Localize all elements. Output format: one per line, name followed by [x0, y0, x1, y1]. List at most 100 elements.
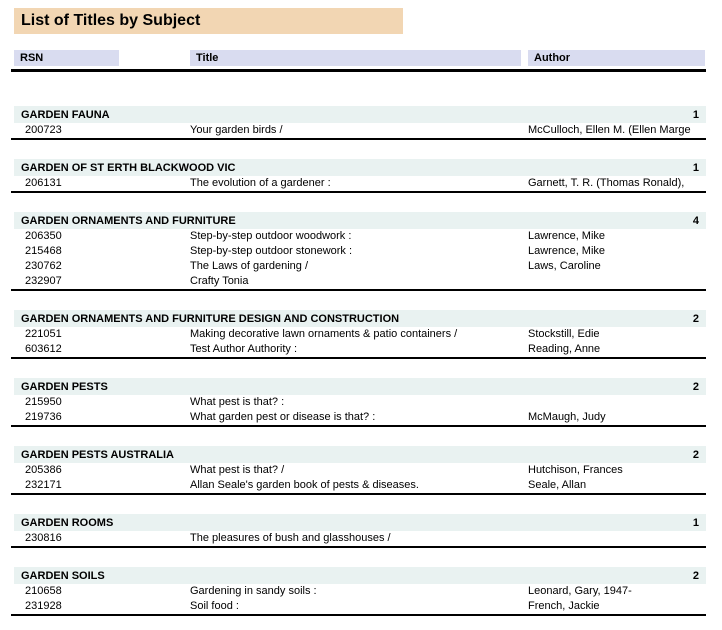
- group-divider: [11, 614, 706, 616]
- cell-author: Leonard, Gary, 1947-: [528, 585, 632, 597]
- cell-rsn: 210658: [25, 585, 62, 597]
- subject-header-band: GARDEN SOILS 2: [14, 567, 706, 584]
- group-divider: [11, 191, 706, 193]
- cell-title: Test Author Authority :: [190, 343, 298, 355]
- cell-title: Allan Seale's garden book of pests & dis…: [190, 479, 419, 491]
- cell-author: Lawrence, Mike: [528, 245, 606, 257]
- table-row: 232171 Allan Seale's garden book of pests…: [0, 478, 722, 493]
- cell-rsn: 200723: [25, 124, 62, 136]
- cell-title: The evolution of a gardener :: [190, 177, 331, 189]
- cell-author: French, Jackie: [528, 600, 600, 612]
- cell-author: Garnett, T. R. (Thomas Ronald),: [528, 177, 685, 189]
- table-row: 230816 The pleasures of bush and glasshou…: [0, 531, 722, 546]
- subject-count: 2: [692, 380, 699, 393]
- table-row: 221051 Making decorative lawn ornaments &…: [0, 327, 722, 342]
- subject-name: GARDEN FAUNA: [21, 108, 110, 121]
- cell-rsn: 205386: [25, 464, 62, 476]
- subject-name: GARDEN SOILS: [21, 569, 105, 582]
- cell-title: The pleasures of bush and glasshouses /: [190, 532, 391, 544]
- subject-count: 1: [692, 161, 699, 174]
- cell-rsn: 230816: [25, 532, 62, 544]
- table-row: 200723 Your garden birds / McCulloch, Elle…: [0, 123, 722, 138]
- cell-title: Your garden birds /: [190, 124, 283, 136]
- cell-author: Stockstill, Edie: [528, 328, 600, 340]
- subject-header-band: GARDEN FAUNA 1: [14, 106, 706, 123]
- subject-count: 2: [692, 312, 699, 325]
- subject-count: 1: [692, 108, 699, 121]
- table-row: 230762 The Laws of gardening / Laws, Carol…: [0, 259, 722, 274]
- cell-title: Step-by-step outdoor stonework :: [190, 245, 353, 257]
- subject-header-band: GARDEN PESTS AUSTRALIA 2: [14, 446, 706, 463]
- subject-group: GARDEN PESTS AUSTRALIA 2 205386 What pest i…: [0, 446, 722, 495]
- table-row: 210658 Gardening in sandy soils : Leonard,…: [0, 584, 722, 599]
- cell-author: Seale, Allan: [528, 479, 587, 491]
- cell-author: Reading, Anne: [528, 343, 601, 355]
- subject-group: GARDEN PESTS 2 215950 What pest is that? :2…: [0, 378, 722, 427]
- cell-title: What garden pest or disease is that? :: [190, 411, 376, 423]
- table-row: 215468 Step-by-step outdoor stonework : La…: [0, 244, 722, 259]
- subject-group: GARDEN ORNAMENTS AND FURNITURE 4 206350 Ste…: [0, 212, 722, 291]
- cell-title: What pest is that? /: [190, 464, 285, 476]
- report-title: List of Titles by Subject: [14, 8, 403, 34]
- subject-header-band: GARDEN PESTS 2: [14, 378, 706, 395]
- subject-group: GARDEN ROOMS 1 230816 The pleasures of bush…: [0, 514, 722, 548]
- table-row: 232907 Crafty Tonia: [0, 274, 722, 289]
- cell-author: Lawrence, Mike: [528, 230, 606, 242]
- subject-count: 1: [692, 516, 699, 529]
- cell-rsn: 215468: [25, 245, 62, 257]
- subject-group: GARDEN ORNAMENTS AND FURNITURE DESIGN AN…: [0, 310, 722, 359]
- subject-group: GARDEN SOILS 2 210658 Gardening in sandy so…: [0, 567, 722, 616]
- subject-name: GARDEN ORNAMENTS AND FURNITURE DESIGN AN…: [21, 312, 400, 325]
- subject-name: GARDEN PESTS: [21, 380, 108, 393]
- subject-name: GARDEN ROOMS: [21, 516, 114, 529]
- subject-groups: GARDEN FAUNA 1 200723 Your garden birds / Mc…: [0, 106, 722, 630]
- column-header-rsn: RSN: [14, 50, 119, 66]
- cell-rsn: 221051: [25, 328, 62, 340]
- column-header-author: Author: [528, 50, 705, 66]
- cell-rsn: 232907: [25, 275, 62, 287]
- group-divider: [11, 138, 706, 140]
- cell-title: Gardening in sandy soils :: [190, 585, 317, 597]
- subject-header-band: GARDEN ROOMS 1: [14, 514, 706, 531]
- subject-header-band: GARDEN ORNAMENTS AND FURNITURE 4: [14, 212, 706, 229]
- subject-group: GARDEN FAUNA 1 200723 Your garden birds / Mc…: [0, 106, 722, 140]
- cell-author: Laws, Caroline: [528, 260, 601, 272]
- cell-rsn: 603612: [25, 343, 62, 355]
- cell-title: Step-by-step outdoor woodwork :: [190, 230, 352, 242]
- subject-count: 2: [692, 569, 699, 582]
- table-row: 205386 What pest is that? / Hutchison, Fra…: [0, 463, 722, 478]
- cell-rsn: 206350: [25, 230, 62, 242]
- cell-rsn: 215950: [25, 396, 62, 408]
- cell-author: McCulloch, Ellen M. (Ellen Marge: [528, 124, 691, 136]
- subject-name: GARDEN PESTS AUSTRALIA: [21, 448, 174, 461]
- cell-author: McMaugh, Judy: [528, 411, 606, 423]
- cell-rsn: 230762: [25, 260, 62, 272]
- subject-header-band: GARDEN ORNAMENTS AND FURNITURE DESIGN AN…: [14, 310, 706, 327]
- table-row: 206131 The evolution of a gardener : Garne…: [0, 176, 722, 191]
- table-row: 215950 What pest is that? :: [0, 395, 722, 410]
- subject-name: GARDEN ORNAMENTS AND FURNITURE: [21, 214, 236, 227]
- cell-rsn: 206131: [25, 177, 62, 189]
- cell-rsn: 231928: [25, 600, 62, 612]
- group-divider: [11, 425, 706, 427]
- subject-count: 4: [692, 214, 699, 227]
- group-divider: [11, 493, 706, 495]
- cell-title: Soil food :: [190, 600, 239, 612]
- group-divider: [11, 357, 706, 359]
- cell-author: Hutchison, Frances: [528, 464, 623, 476]
- table-row: 231928 Soil food : French, Jackie: [0, 599, 722, 614]
- subject-count: 2: [692, 448, 699, 461]
- table-row: 603612 Test Author Authority : Reading, An…: [0, 342, 722, 357]
- cell-title: Crafty Tonia: [190, 275, 249, 287]
- group-divider: [11, 289, 706, 291]
- cell-title: Making decorative lawn ornaments & patio…: [190, 328, 458, 340]
- column-header-title: Title: [190, 50, 521, 66]
- subject-header-band: GARDEN OF ST ERTH BLACKWOOD VIC 1: [14, 159, 706, 176]
- cell-rsn: 219736: [25, 411, 62, 423]
- cell-rsn: 232171: [25, 479, 62, 491]
- subject-name: GARDEN OF ST ERTH BLACKWOOD VIC: [21, 161, 236, 174]
- table-row: 219736 What garden pest or disease is tha…: [0, 410, 722, 425]
- group-divider: [11, 546, 706, 548]
- cell-title: The Laws of gardening /: [190, 260, 309, 272]
